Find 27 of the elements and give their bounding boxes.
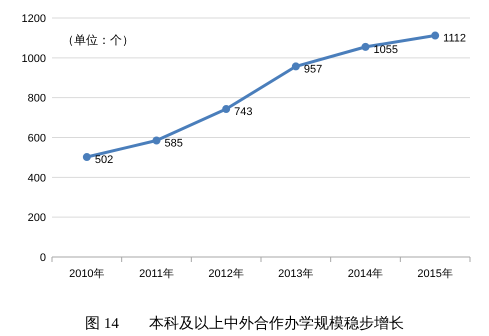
x-tick-label: 2015年: [417, 268, 453, 280]
data-label: 585: [164, 137, 183, 150]
caption: 图 14 本科及以上中外合作办学规模稳步增长: [85, 315, 404, 332]
x-tick-label: 2011年: [139, 268, 174, 280]
point: [152, 136, 160, 144]
point: [222, 105, 230, 114]
x-tick-label: 2014年: [348, 268, 384, 280]
y-tick-label: 600: [28, 132, 46, 144]
data-label: 1055: [374, 44, 398, 56]
y-tick-label: 0: [40, 252, 46, 264]
point: [431, 32, 440, 40]
data-label: 1112: [443, 32, 466, 45]
x-tick-label: 2013年: [278, 268, 314, 280]
x-tick-label: 2010年: [69, 268, 105, 280]
data-label: 743: [234, 106, 253, 118]
data-label: 502: [94, 154, 114, 166]
point: [82, 153, 91, 162]
y-tick-label: 800: [28, 92, 46, 105]
y-tick-label: 400: [28, 172, 46, 184]
y-tick-label: 1000: [22, 52, 46, 65]
y-tick-label: 1200: [22, 13, 46, 25]
data-label: 957: [304, 63, 322, 76]
y-tick-label: 200: [28, 212, 46, 224]
x-tick-label: 2012年: [208, 268, 244, 280]
y-axis-title: （单位：个）: [62, 33, 134, 47]
point: [292, 62, 300, 70]
point: [362, 42, 370, 51]
